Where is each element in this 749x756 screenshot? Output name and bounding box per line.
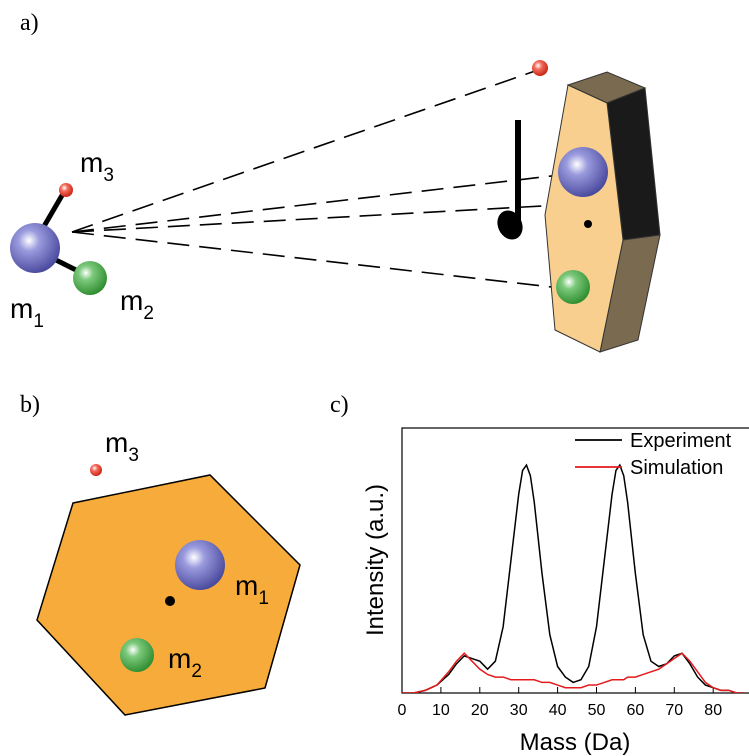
y-axis-label: Intensity (a.u.) xyxy=(362,484,389,636)
mass-label: m1 xyxy=(10,293,44,332)
series-line xyxy=(402,465,744,693)
chart: Mass (Da) Intensity (a.u.) 0 10 20 30 40 50 60… xyxy=(362,428,749,756)
series-line xyxy=(402,653,744,693)
panel-label: a) xyxy=(20,10,39,36)
x-tick-label: 60 xyxy=(627,702,645,719)
x-tick-label: 10 xyxy=(432,702,450,719)
panel-label: b) xyxy=(20,392,40,418)
x-axis-label: Mass (Da) xyxy=(520,729,631,756)
legend-label: Experiment xyxy=(630,430,732,452)
mass-label: m3 xyxy=(80,147,114,186)
panel-label: c) xyxy=(330,392,349,418)
figure: a) b) c) m1 m2 m3 m3 m1 m2 Mass (Da) Int… xyxy=(0,0,749,756)
panel-a-diagram xyxy=(10,60,660,352)
mass-label: m3 xyxy=(105,427,139,466)
x-tick-label: 30 xyxy=(510,702,528,719)
legend-label: Simulation xyxy=(630,457,723,479)
mass-label: m2 xyxy=(120,285,154,324)
x-tick-label: 40 xyxy=(549,702,567,719)
plot-area xyxy=(402,465,744,693)
x-tick-label: 80 xyxy=(704,702,722,719)
x-tick-label: 0 xyxy=(398,702,407,719)
x-tick-label: 50 xyxy=(588,702,606,719)
x-tick-label: 20 xyxy=(471,702,489,719)
x-tick-label: 70 xyxy=(665,702,683,719)
